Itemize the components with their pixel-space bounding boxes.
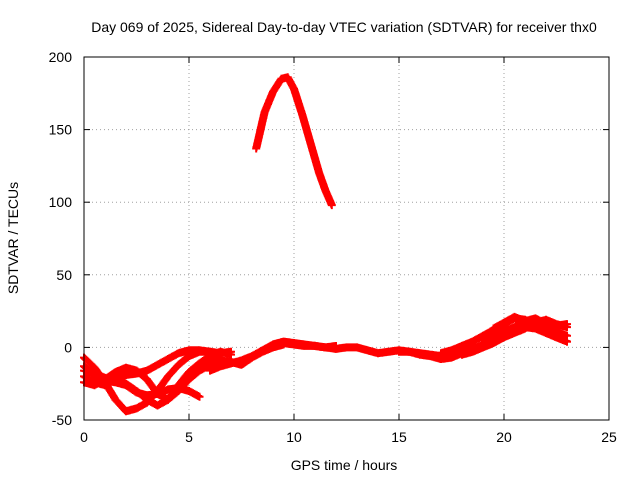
- y-axis-label: SDTVAR / TECUs: [5, 182, 21, 294]
- x-tick-label: 10: [286, 429, 302, 445]
- data-point-marker: [563, 323, 571, 332]
- data-point-markers: [290, 84, 306, 118]
- data-point-markers: [174, 353, 192, 369]
- series-arc-m: [489, 312, 571, 346]
- data-point-markers: [164, 387, 182, 404]
- data-point-markers: [164, 361, 182, 381]
- y-tick-label: 150: [49, 122, 73, 138]
- y-tick-label: 100: [49, 194, 73, 210]
- data-point-marker: [227, 347, 235, 356]
- x-tick-label: 15: [391, 429, 407, 445]
- data-point-markers: [252, 109, 269, 153]
- series-arc-high: [252, 73, 336, 210]
- data-point-marker: [563, 337, 571, 346]
- data-series: [80, 73, 571, 416]
- chart-title: Day 069 of 2025, Sidereal Day-to-day VTE…: [91, 19, 597, 35]
- data-point-markers: [132, 366, 150, 383]
- data-point-markers: [111, 395, 129, 415]
- data-point-markers: [306, 140, 323, 176]
- y-tick-label: 0: [64, 339, 72, 355]
- y-tick-label: 200: [49, 49, 73, 65]
- grid-lines: [84, 57, 609, 420]
- data-point-marker: [327, 201, 336, 210]
- data-point-markers: [185, 360, 203, 377]
- x-tick-label: 0: [80, 429, 88, 445]
- y-tick-label: -50: [52, 412, 72, 428]
- y-tick-label: 50: [56, 267, 72, 283]
- x-tick-label: 25: [601, 429, 617, 445]
- x-axis-label: GPS time / hours: [291, 457, 398, 473]
- data-point-markers: [321, 186, 336, 208]
- series-arc-e: [80, 362, 204, 401]
- x-tick-label: 5: [185, 429, 193, 445]
- data-point-markers: [269, 76, 285, 96]
- data-point-markers: [298, 111, 315, 147]
- data-point-markers: [185, 367, 203, 384]
- x-tick-label: 20: [496, 429, 512, 445]
- axis-ticks: 0 5 10 15 20 25 -50 0 50 100 150 200: [49, 49, 617, 445]
- data-point-markers: [260, 89, 277, 117]
- plot-frame: [83, 56, 610, 421]
- data-point-marker: [195, 392, 204, 401]
